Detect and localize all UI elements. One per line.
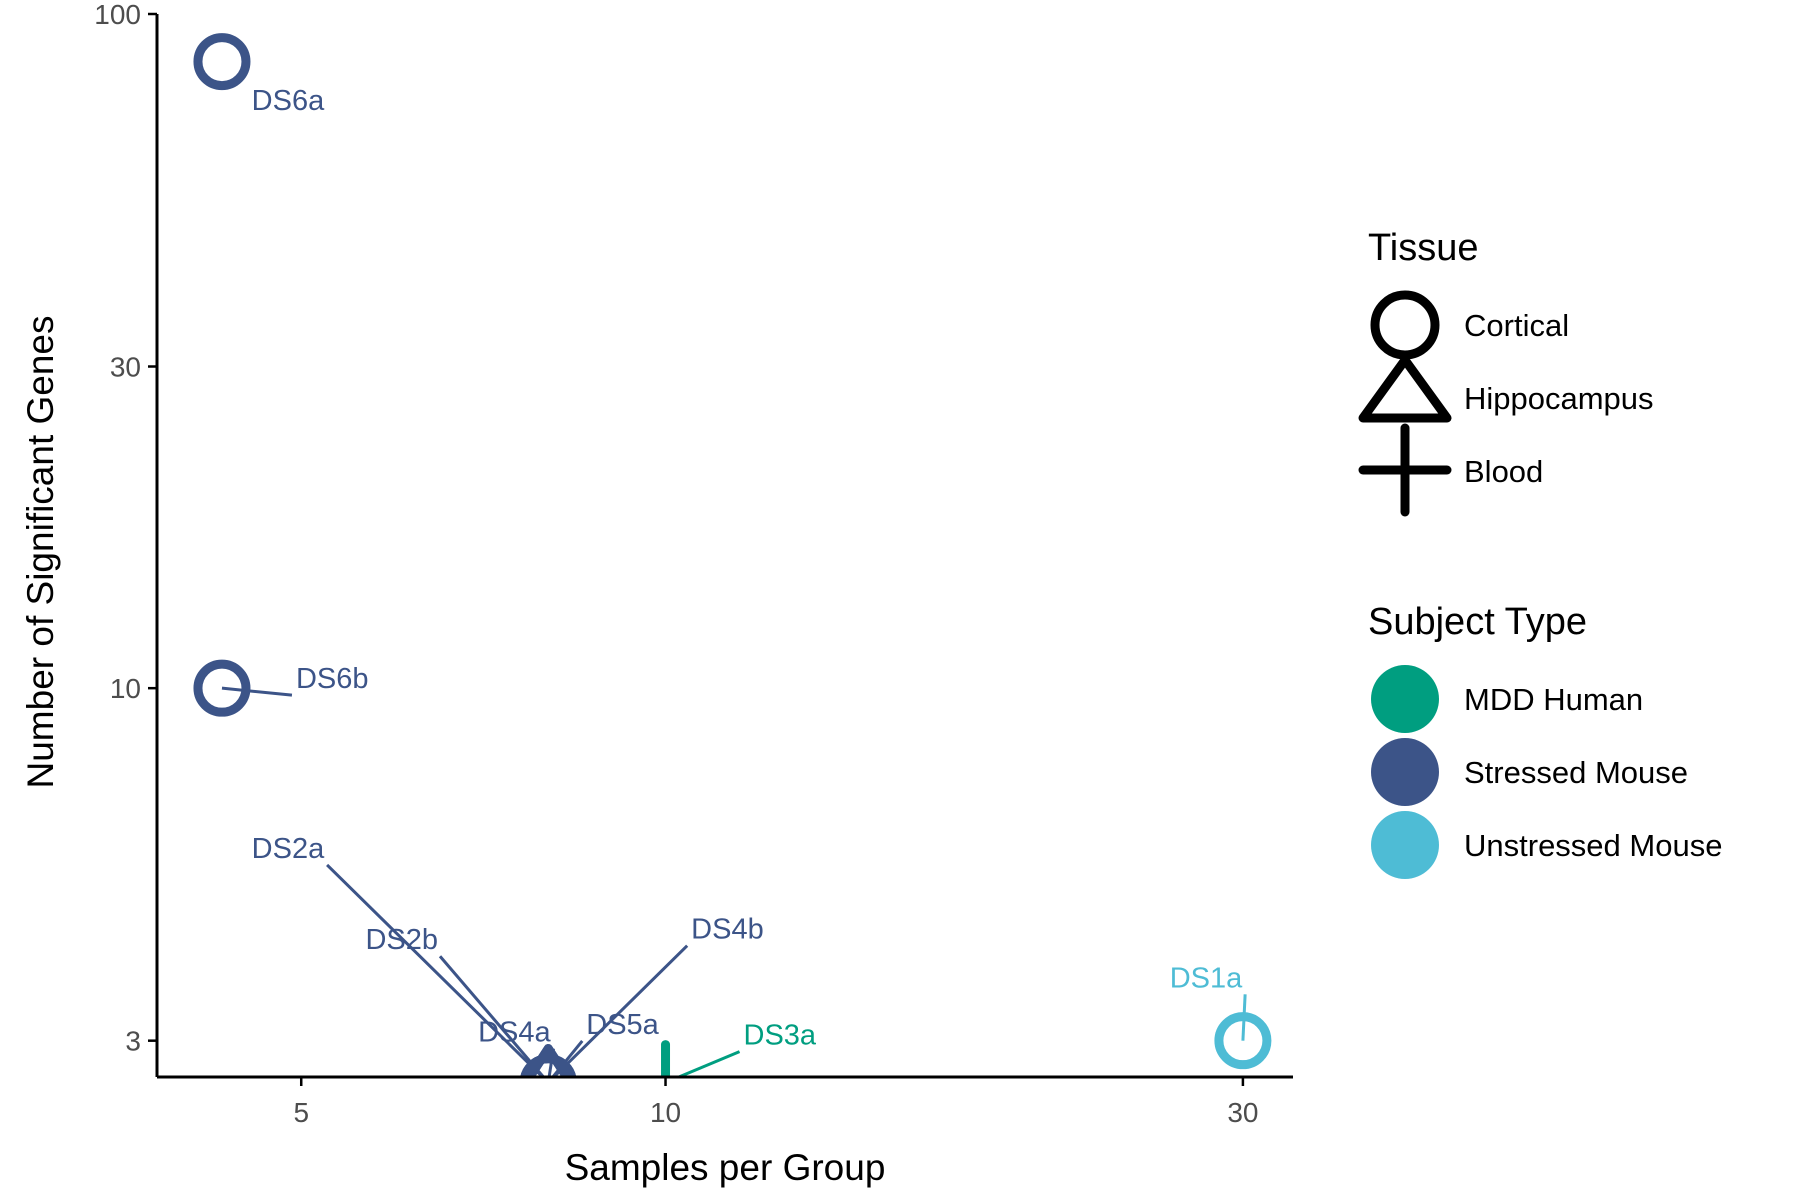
- point-ds6b: [193, 659, 251, 717]
- point-label-ds2a: DS2a: [252, 833, 325, 865]
- leader-line-ds3a: [674, 1050, 741, 1077]
- y-tick-label-3: 3: [125, 1026, 141, 1057]
- label-leader-lines: [221, 686, 1247, 1077]
- point-label-ds1a: DS1a: [1170, 962, 1243, 994]
- x-tick-label-10: 10: [650, 1097, 681, 1128]
- point-label-ds3a: DS3a: [744, 1020, 817, 1052]
- x-axis-ticks: 5 10 30: [293, 1077, 1258, 1128]
- y-axis-ticks: 3 10 30 100: [94, 0, 157, 1057]
- point-ds3a: [661, 1040, 671, 1077]
- point-label-ds4a: DS4a: [478, 1017, 551, 1049]
- legend-title-tissue: Tissue: [1368, 227, 1479, 269]
- point-label-ds5a: DS5a: [586, 1009, 659, 1041]
- legend: Tissue Cortical Hippocampus Blood Subjec…: [1358, 227, 1722, 879]
- legend-label-cortical: Cortical: [1464, 308, 1569, 343]
- y-axis-title: Number of Significant Genes: [20, 315, 61, 788]
- x-tick-label-30: 30: [1227, 1097, 1258, 1128]
- point-ds1a: [1214, 1012, 1272, 1070]
- point-ds6a: [193, 33, 251, 91]
- data-points: [193, 33, 1272, 1077]
- axes: 5 10 30 3 10 30 100: [94, 0, 1293, 1128]
- point-label-ds6b: DS6b: [296, 663, 369, 695]
- point-ds5a: [524, 1044, 573, 1077]
- legend-key-mdd-human: [1371, 665, 1439, 733]
- leader-line-ds6b: [221, 686, 293, 697]
- y-tick-label-10: 10: [110, 673, 141, 704]
- y-tick-label-100: 100: [94, 0, 141, 30]
- leader-line-ds4b: [551, 944, 689, 1077]
- data-point-labels: DS6a DS6b DS2a DS2b DS4a DS5a DS4b DS3a DS1a: [252, 85, 1243, 1051]
- point-ds4b: [520, 1054, 577, 1077]
- legend-label-blood: Blood: [1464, 454, 1543, 489]
- legend-key-blood: [1358, 423, 1452, 517]
- x-axis-title: Samples per Group: [565, 1147, 886, 1188]
- legend-label-unstressed-mouse: Unstressed Mouse: [1464, 828, 1722, 863]
- point-label-ds2b: DS2b: [365, 924, 438, 956]
- y-tick-label-30: 30: [110, 352, 141, 383]
- x-tick-label-5: 5: [293, 1097, 309, 1128]
- legend-key-unstressed-mouse: [1371, 811, 1439, 879]
- legend-title-subject-type: Subject Type: [1368, 601, 1587, 643]
- legend-key-stressed-mouse: [1371, 738, 1439, 806]
- point-label-ds6a: DS6a: [252, 85, 325, 117]
- point-label-ds4b: DS4b: [691, 914, 764, 946]
- legend-key-hippocampus: [1358, 355, 1452, 423]
- legend-label-stressed-mouse: Stressed Mouse: [1464, 755, 1688, 790]
- legend-label-hippocampus: Hippocampus: [1464, 381, 1654, 416]
- leader-line-ds2a: [326, 863, 545, 1077]
- legend-key-cortical: [1370, 290, 1440, 360]
- legend-label-mdd-human: MDD Human: [1464, 682, 1643, 717]
